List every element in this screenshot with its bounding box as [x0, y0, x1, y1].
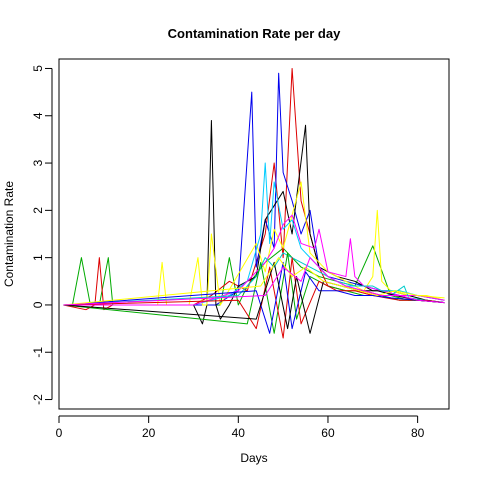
y-axis: -2 -1 0 1 2 3 4 5 — [31, 65, 53, 405]
y-tick-label: 3 — [31, 159, 45, 166]
y-axis-label: Contamination Rate — [2, 181, 16, 287]
x-tick-label: 40 — [232, 426, 246, 440]
y-tick-label: 0 — [31, 301, 45, 308]
x-axis: 0 20 40 60 80 — [56, 415, 425, 440]
y-tick-label: 2 — [31, 207, 45, 214]
series-line-14 — [63, 257, 445, 306]
y-tick-label: 1 — [31, 254, 45, 261]
series-line-11 — [63, 261, 445, 334]
x-tick-label: 60 — [321, 426, 335, 440]
series-line-13 — [63, 257, 445, 306]
y-tick-label: 5 — [31, 65, 45, 72]
y-tick-label: -1 — [31, 347, 45, 358]
series-group — [63, 67, 445, 339]
y-tick-label: -2 — [31, 394, 45, 405]
series-line-10 — [63, 257, 445, 339]
plot-frame — [58, 58, 450, 410]
y-tick-label: 4 — [31, 112, 45, 119]
x-tick-label: 80 — [411, 426, 425, 440]
x-axis-label: Days — [240, 451, 267, 465]
x-tick-label: 0 — [56, 426, 63, 440]
x-tick-label: 20 — [142, 426, 156, 440]
chart-title: Contamination Rate per day — [168, 26, 341, 41]
